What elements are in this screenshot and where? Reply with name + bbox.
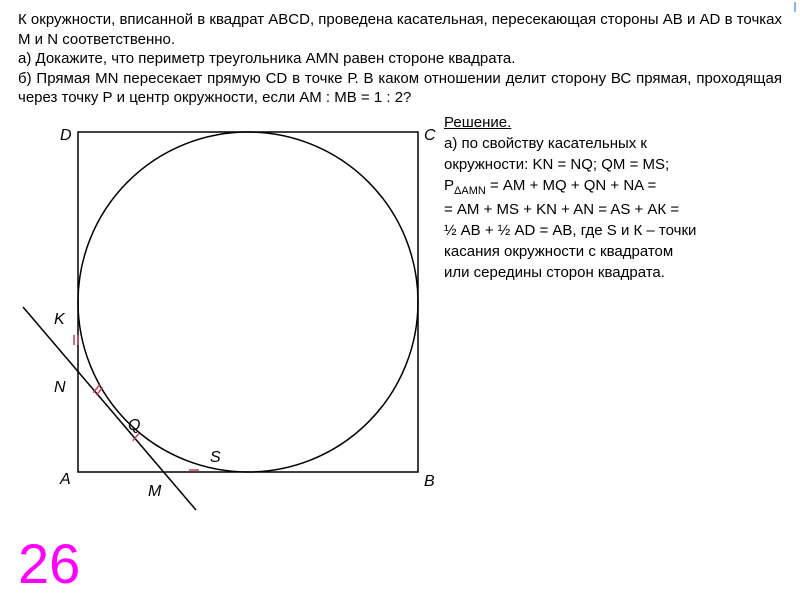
geometry-svg: A B C D K N Q S M	[18, 112, 438, 512]
problem-statement: К окружности, вписанной в квадрат ABCD, …	[0, 0, 800, 112]
svg-text:D: D	[60, 127, 72, 144]
svg-text:A: A	[59, 471, 71, 488]
svg-text:B: B	[424, 473, 435, 490]
content-row: A B C D K N Q S M Решение. а) по свойству касате…	[0, 112, 800, 512]
sol-l2: окружности: KN = NQ; QM = MS;	[444, 156, 669, 173]
problem-intro: К окружности, вписанной в квадрат ABCD, …	[18, 10, 782, 49]
sol-l4: = АМ + MS + KN + AN = AS + АК =	[444, 201, 679, 218]
solution: Решение. а) по свойству касательных к ок…	[438, 112, 782, 512]
svg-text:C: C	[424, 127, 436, 144]
sol-l3sub: ΔAMN	[454, 185, 486, 197]
svg-text:S: S	[210, 449, 221, 466]
svg-text:N: N	[54, 379, 66, 396]
svg-text:K: K	[54, 311, 66, 328]
solution-title: Решение.	[444, 114, 511, 131]
sol-l7: или середины сторон квадрата.	[444, 264, 665, 281]
decorative-bar	[794, 2, 796, 12]
problem-number: 26	[18, 531, 80, 596]
problem-a: а) Докажите, что периметр треугольника A…	[18, 49, 782, 69]
problem-b: б) Прямая MN пересекает прямую CD в точк…	[18, 69, 782, 108]
sol-l6: касания окружности с квадратом	[444, 243, 673, 260]
diagram: A B C D K N Q S M	[18, 112, 438, 512]
sol-l3a: Р	[444, 177, 454, 194]
sol-l1: а) по свойству касательных к	[444, 135, 647, 152]
sol-l5: ½ АВ + ½ AD = АВ, где S и К – точки	[444, 222, 696, 239]
svg-text:Q: Q	[128, 417, 140, 434]
svg-text:M: M	[148, 483, 162, 500]
sol-l3b: = АМ + MQ + QN + NA =	[486, 177, 656, 194]
